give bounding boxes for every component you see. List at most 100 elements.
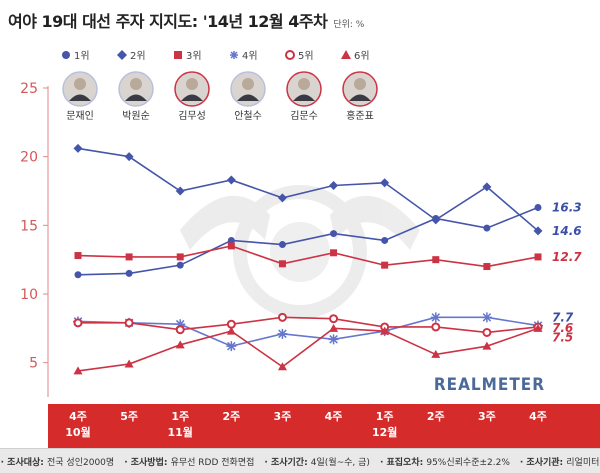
square-marker (381, 261, 389, 269)
legend-rank: 5위 (298, 49, 314, 62)
chart-title: 여야 19대 대선 주자 지지도: '14년 12월 4주차 (8, 12, 328, 31)
diamond-marker (277, 193, 287, 203)
square-marker (278, 260, 286, 268)
x-tick-label: 3주 (274, 410, 292, 423)
end-value-label: 7.5 (552, 330, 573, 344)
open-circle-marker (277, 312, 287, 322)
triangle-marker (380, 326, 390, 335)
series-5: 7.6 (73, 312, 573, 337)
star-marker (430, 312, 441, 323)
star-marker (481, 312, 492, 323)
x-tick-label: 2주 (427, 410, 445, 423)
square-marker (330, 249, 338, 257)
star-marker (230, 51, 238, 59)
diamond-marker (329, 181, 339, 191)
watermark-emblem (180, 185, 420, 319)
y-tick-label: 20 (20, 150, 38, 166)
portrait-body (293, 94, 315, 101)
realmeter-watermark: REALMETER (434, 375, 545, 395)
series-1: 16.3 (74, 200, 582, 279)
series-6: 7.5 (73, 323, 573, 375)
emblem-core (270, 222, 330, 282)
portrait-body (125, 94, 147, 101)
legend-rank: 6위 (354, 49, 370, 62)
triangle-marker (341, 50, 351, 59)
circle-marker (278, 241, 286, 249)
emblem-left-wing (180, 195, 270, 250)
legend-name: 홍준표 (346, 109, 374, 122)
x-axis-band (48, 404, 600, 448)
footer-value: 95%신뢰수준±2.2% (426, 457, 510, 468)
square-marker (534, 253, 542, 261)
legend-name: 안철수 (234, 110, 262, 122)
portrait-head (354, 78, 366, 90)
open-circle-marker (482, 327, 492, 337)
x-tick-label: 2주 (222, 410, 240, 423)
diamond-marker (175, 186, 185, 196)
diamond-marker (73, 143, 83, 153)
x-tick-label: 5주 (120, 410, 138, 423)
portrait-body (181, 94, 203, 101)
legend-name: 김문수 (290, 110, 318, 122)
x-tick-month-label: 11월 (168, 425, 193, 439)
series-2: 14.6 (73, 143, 582, 238)
circle-marker (176, 261, 184, 269)
portrait-head (74, 78, 86, 90)
emblem-ring (233, 185, 367, 319)
series-line (77, 245, 539, 268)
square-marker (125, 253, 133, 261)
footer-value: 유무선 RDD 전화면접 (170, 457, 255, 468)
open-circle-marker (285, 50, 295, 60)
legend-rank: 3위 (186, 49, 202, 62)
footer-value: 전국 성인2000명 (47, 457, 115, 468)
circle-marker (330, 230, 338, 238)
star-marker (277, 328, 288, 339)
footer-value: 4일(월~수, 금) (310, 457, 370, 468)
x-tick-label: 4주 (325, 410, 343, 423)
circle-marker (62, 51, 70, 59)
circle-marker (125, 269, 133, 277)
triangle-marker (431, 349, 441, 358)
end-value-label: 16.3 (552, 200, 582, 214)
open-circle-marker (175, 325, 185, 335)
emblem-right-wing (330, 195, 420, 250)
footer-item: · 조사대상: 전국 성인2000명 (1, 455, 115, 468)
diamond-marker (226, 175, 236, 185)
end-value-label: 14.6 (552, 224, 582, 238)
open-circle-marker (124, 318, 134, 328)
y-tick-label: 25 (20, 81, 38, 97)
footer-label: · 조사기관: (519, 457, 567, 468)
series-line (77, 206, 539, 276)
legend-rank: 1위 (74, 49, 90, 62)
open-circle-marker (329, 314, 339, 324)
square-marker (174, 51, 182, 59)
x-tick-label: 4주 (529, 410, 547, 423)
series-line (77, 327, 539, 372)
footer-label: · 조사기간: (264, 457, 311, 468)
end-value-label: 7.7 (552, 311, 574, 325)
portrait-body (237, 94, 259, 101)
survey-info-footer: · 조사대상: 전국 성인2000명 · 조사방법: 유무선 RDD 전화면접 · … (0, 448, 600, 473)
triangle-marker (533, 323, 543, 332)
triangle-marker (482, 341, 492, 350)
footer-value: 리얼미터 (566, 457, 600, 468)
footer-item: · 표집오차: 95%신뢰수준±2.2% (380, 455, 510, 468)
circle-marker (74, 271, 82, 279)
diamond-marker (117, 50, 127, 60)
triangle-marker (226, 326, 236, 335)
diamond-marker (124, 152, 134, 162)
series-line (77, 147, 539, 232)
y-tick-label: 10 (20, 287, 38, 303)
circle-marker (381, 236, 389, 244)
circle-marker (534, 203, 542, 211)
portrait-body (349, 94, 371, 101)
y-tick-label: 5 (29, 356, 38, 372)
open-circle-marker (73, 318, 83, 328)
star-marker (226, 341, 237, 352)
footer-label: · 표집오차: (379, 457, 427, 468)
